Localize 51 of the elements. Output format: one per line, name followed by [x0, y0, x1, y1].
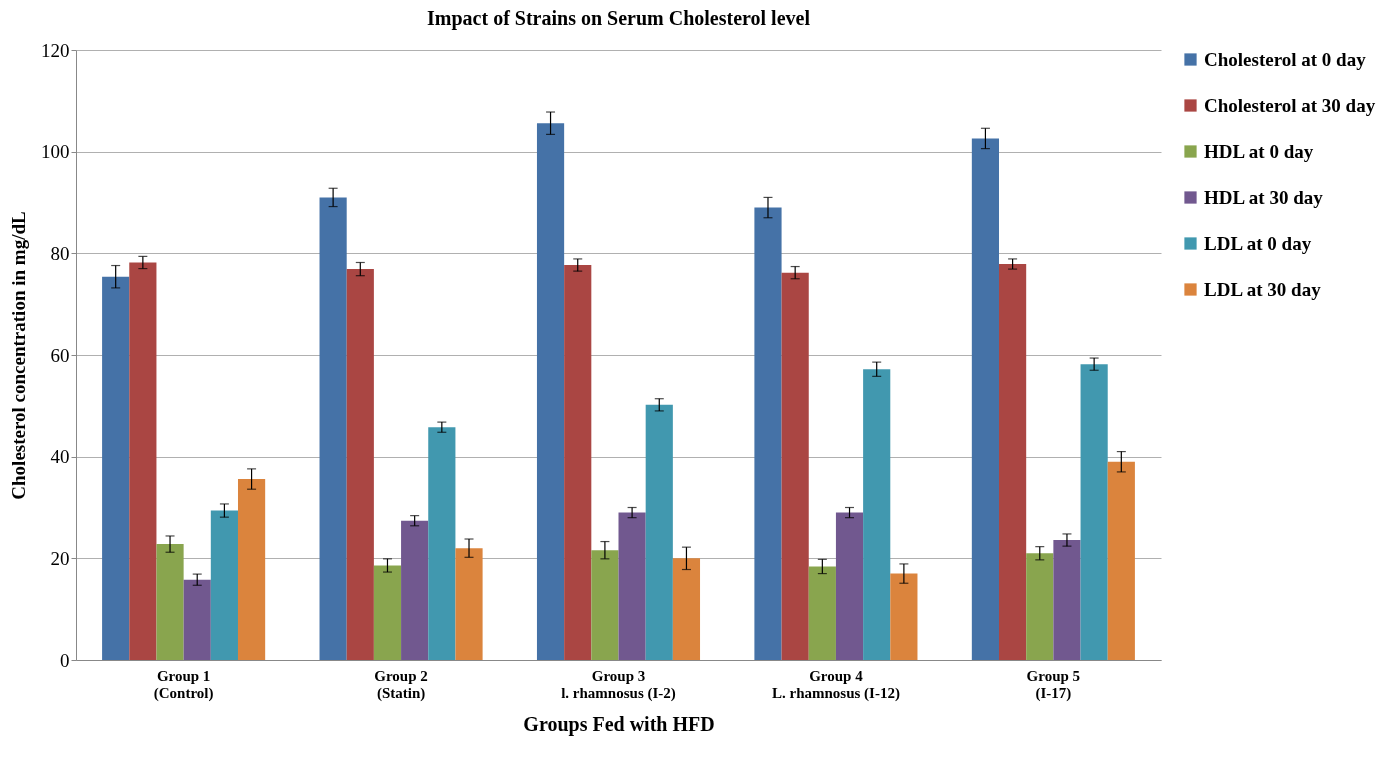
legend-label: HDL at 0 day: [1204, 140, 1314, 162]
bar: [373, 565, 402, 660]
bar: [237, 479, 266, 660]
bar: [564, 265, 592, 660]
y-tick-label: 80: [50, 242, 70, 264]
bar: [781, 272, 809, 660]
y-tick-label: 100: [41, 141, 70, 163]
bar: [890, 573, 918, 660]
x-axis-title: Groups Fed with HFD: [523, 712, 715, 736]
bar: [129, 262, 157, 660]
bar: [999, 264, 1027, 660]
bar: [102, 276, 130, 660]
bar: [1107, 461, 1135, 660]
y-tick-label: 120: [41, 39, 70, 61]
y-tick-label: 20: [50, 547, 70, 569]
bar: [346, 269, 374, 660]
bar: [210, 510, 238, 660]
legend-label: Cholesterol at 0 day: [1204, 48, 1367, 70]
bar: [1053, 540, 1081, 660]
legend-label: LDL at 30 day: [1204, 278, 1322, 300]
x-tick-label: Group 3 l. rhamnosus (I-2): [561, 667, 676, 702]
bar: [863, 369, 891, 660]
bar: [156, 544, 184, 660]
chart-title: Impact of Strains on Serum Cholesterol level: [427, 7, 811, 30]
y-tick-label: 60: [50, 344, 70, 366]
bar: [591, 550, 619, 660]
x-tick-label: Group 4 L. rhamnosus (I-12): [771, 667, 900, 702]
bar: [971, 138, 1000, 660]
bar: [1026, 553, 1054, 660]
y-tick-label: 0: [60, 649, 70, 671]
bar: [808, 566, 836, 660]
bar: [754, 207, 782, 660]
bar: [672, 558, 701, 660]
bar: [618, 512, 646, 660]
bar: [536, 123, 565, 660]
legend-label: LDL at 0 day: [1204, 232, 1312, 254]
y-axis-title: Cholesterol concentration in mg/dL: [8, 211, 29, 500]
x-tick-label: Group 1 (Control): [153, 667, 214, 702]
bar: [319, 197, 347, 660]
bar: [645, 404, 673, 660]
bar: [1080, 364, 1108, 660]
y-tick-label: 40: [50, 446, 70, 468]
bar: [183, 579, 211, 660]
legend-label: Cholesterol at 30 day: [1204, 94, 1376, 116]
bar: [428, 427, 456, 660]
bar: [835, 512, 864, 660]
bar: [455, 548, 483, 660]
x-tick-label: Group 2 (Statin): [374, 667, 428, 702]
bar: [401, 520, 429, 660]
legend-label: HDL at 30 day: [1204, 186, 1324, 208]
x-tick-label: Group 5 (I-17): [1026, 667, 1081, 702]
